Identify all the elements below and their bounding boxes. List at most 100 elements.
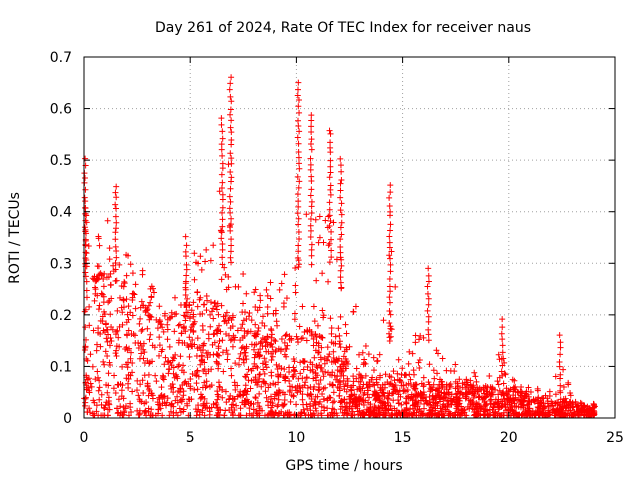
data-point [424, 283, 431, 290]
data-point [320, 239, 327, 246]
data-point [395, 356, 402, 363]
data-point [337, 236, 344, 243]
data-point [182, 286, 189, 293]
data-point [512, 394, 519, 401]
data-point [295, 264, 302, 271]
data-point [214, 388, 221, 395]
data-point [215, 393, 222, 400]
data-point [565, 402, 572, 409]
data-point [432, 400, 439, 407]
data-point [310, 336, 317, 343]
data-point [281, 339, 288, 346]
data-point [293, 401, 300, 408]
data-point [439, 381, 446, 388]
data-point [197, 361, 204, 368]
data-point [420, 381, 427, 388]
data-point [317, 364, 324, 371]
data-point [227, 325, 234, 332]
data-point [385, 395, 392, 402]
data-point [201, 301, 208, 308]
data-point [308, 186, 315, 193]
data-point [356, 371, 363, 378]
data-point [361, 389, 368, 396]
data-point [337, 224, 344, 231]
data-point [416, 364, 423, 371]
data-point [328, 236, 335, 243]
data-point [402, 399, 409, 406]
data-point [329, 399, 336, 406]
data-point [512, 388, 519, 395]
data-point [154, 325, 161, 332]
y-tick-label: 0.7 [50, 50, 72, 66]
data-point [307, 216, 314, 223]
data-point [423, 397, 430, 404]
data-point [337, 180, 344, 187]
data-point [304, 327, 311, 334]
data-point [219, 128, 226, 135]
data-point [520, 399, 527, 406]
data-point [353, 365, 360, 372]
data-point [299, 384, 306, 391]
data-point [349, 408, 356, 415]
data-point [432, 387, 439, 394]
data-point [336, 385, 343, 392]
data-point [382, 412, 389, 419]
data-point [83, 219, 90, 226]
data-point [320, 373, 327, 380]
data-point [328, 247, 335, 254]
data-point [400, 411, 407, 418]
data-point [91, 297, 98, 304]
data-point [508, 399, 515, 406]
data-point [147, 299, 154, 306]
data-point [218, 121, 225, 128]
data-point [565, 381, 572, 388]
data-point [213, 399, 220, 406]
data-point [216, 322, 223, 329]
data-point [379, 389, 386, 396]
data-point [290, 366, 297, 373]
data-point [530, 396, 537, 403]
data-point [131, 291, 138, 298]
data-point [308, 136, 315, 143]
data-point [327, 182, 334, 189]
data-point [296, 323, 303, 330]
data-point [127, 309, 134, 316]
data-point [518, 389, 525, 396]
data-point [557, 371, 564, 378]
data-point [475, 394, 482, 401]
data-point [196, 296, 203, 303]
data-point [296, 178, 303, 185]
data-point [313, 334, 320, 341]
data-point [307, 192, 314, 199]
data-point [215, 365, 222, 372]
data-point [217, 328, 224, 335]
data-point [386, 252, 393, 259]
data-point [188, 396, 195, 403]
data-point [194, 303, 201, 310]
data-point [267, 295, 274, 302]
data-point [510, 384, 517, 391]
data-point [294, 191, 301, 198]
data-point [100, 293, 107, 300]
data-point [149, 395, 156, 402]
data-point [106, 342, 113, 349]
data-point [96, 396, 103, 403]
data-point [94, 341, 101, 348]
data-point [326, 199, 333, 206]
data-point [200, 342, 207, 349]
data-point [159, 400, 166, 407]
data-point [468, 401, 475, 408]
data-point [420, 374, 427, 381]
data-point [196, 411, 203, 418]
data-point [225, 316, 232, 323]
data-point [426, 361, 433, 368]
data-point [307, 227, 314, 234]
data-point [452, 409, 459, 416]
data-point [337, 249, 344, 256]
data-point [501, 396, 508, 403]
data-point [425, 337, 432, 344]
data-point [218, 141, 225, 148]
data-point [402, 406, 409, 413]
data-point [180, 323, 187, 330]
data-point [499, 336, 506, 343]
